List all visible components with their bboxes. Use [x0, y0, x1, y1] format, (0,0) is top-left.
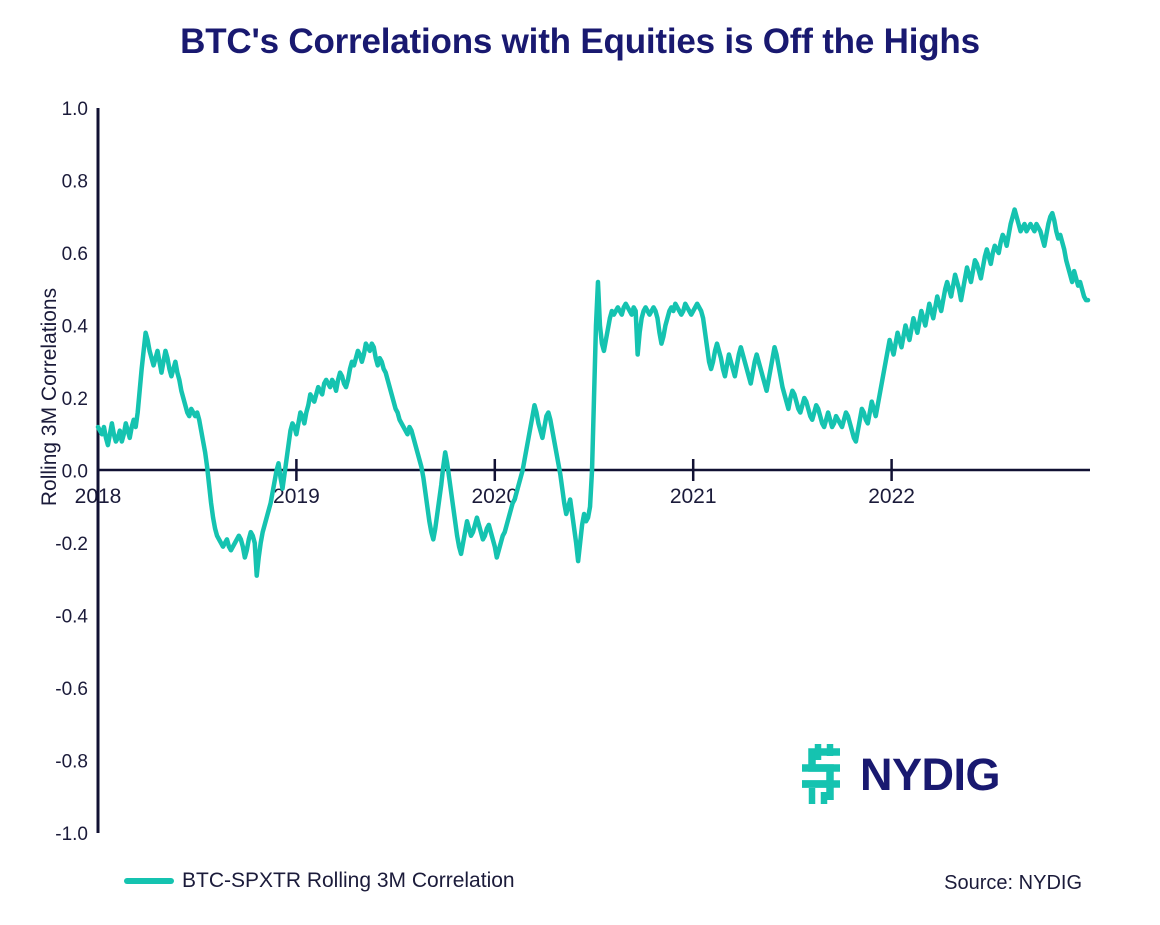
legend-color-swatch [124, 878, 174, 884]
y-axis-tick-label: -0.4 [55, 607, 88, 628]
y-axis-label: Rolling 3M Correlations [38, 287, 61, 507]
y-axis-tick-label: 0.4 [62, 317, 89, 338]
y-axis-tick-label: -0.8 [55, 752, 88, 773]
nydig-logo: NYDIG [792, 742, 1001, 806]
x-axis-tick-label: 2021 [670, 485, 717, 508]
data-series-line [95, 207, 1091, 578]
y-axis-tick-label: 0.8 [62, 172, 88, 193]
y-axis-tick-label: 0.6 [62, 244, 88, 265]
y-axis-tick-label: 0.2 [62, 389, 88, 410]
y-axis-tick-label: -0.2 [55, 534, 88, 555]
y-axis-tick-group: 1.0 0.8 0.6 0.4 0.2 0.0 -0.2 -0.4 -0.6 -0.8 -1.0 [55, 99, 88, 845]
source-note: Source: NYDIG [944, 872, 1082, 894]
legend-item-label: BTC-SPXTR Rolling 3M Correlation [182, 869, 515, 892]
y-axis-tick-label: -0.6 [55, 679, 88, 700]
nydig-glyph-icon [802, 744, 840, 804]
x-axis-tick-label: 2022 [868, 485, 915, 508]
y-axis-tick-label: 0.0 [62, 462, 88, 483]
page-title: BTC's Correlations with Equities is Off … [180, 22, 980, 61]
x-axis-tick-group: 20182019202020212022 [75, 459, 915, 508]
brand-wordmark: NYDIG [860, 748, 1001, 800]
x-axis-tick-label: 2019 [273, 485, 320, 508]
x-axis-tick-label: 2020 [471, 485, 518, 508]
chart-legend: BTC-SPXTR Rolling 3M Correlation [124, 869, 515, 893]
y-axis-tick-label: -1.0 [55, 824, 88, 845]
y-axis-tick-label: 1.0 [62, 99, 88, 120]
